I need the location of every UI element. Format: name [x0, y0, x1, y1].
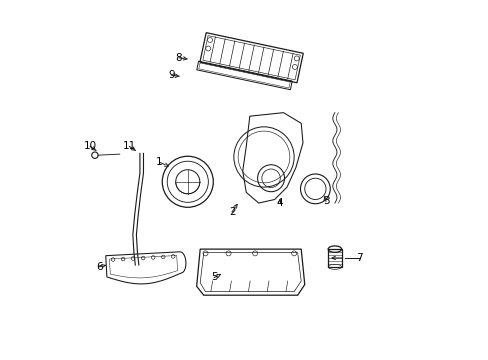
- Text: 4: 4: [276, 198, 283, 208]
- Text: 1: 1: [156, 157, 163, 167]
- Text: 9: 9: [168, 71, 175, 80]
- Text: 3: 3: [322, 196, 328, 206]
- Text: 7: 7: [356, 253, 362, 263]
- Text: 2: 2: [228, 207, 235, 217]
- Text: 10: 10: [83, 141, 97, 151]
- Bar: [327, 249, 341, 267]
- Text: 6: 6: [96, 262, 102, 272]
- Text: 11: 11: [122, 141, 136, 151]
- Text: 8: 8: [175, 53, 182, 63]
- Text: 5: 5: [211, 273, 217, 283]
